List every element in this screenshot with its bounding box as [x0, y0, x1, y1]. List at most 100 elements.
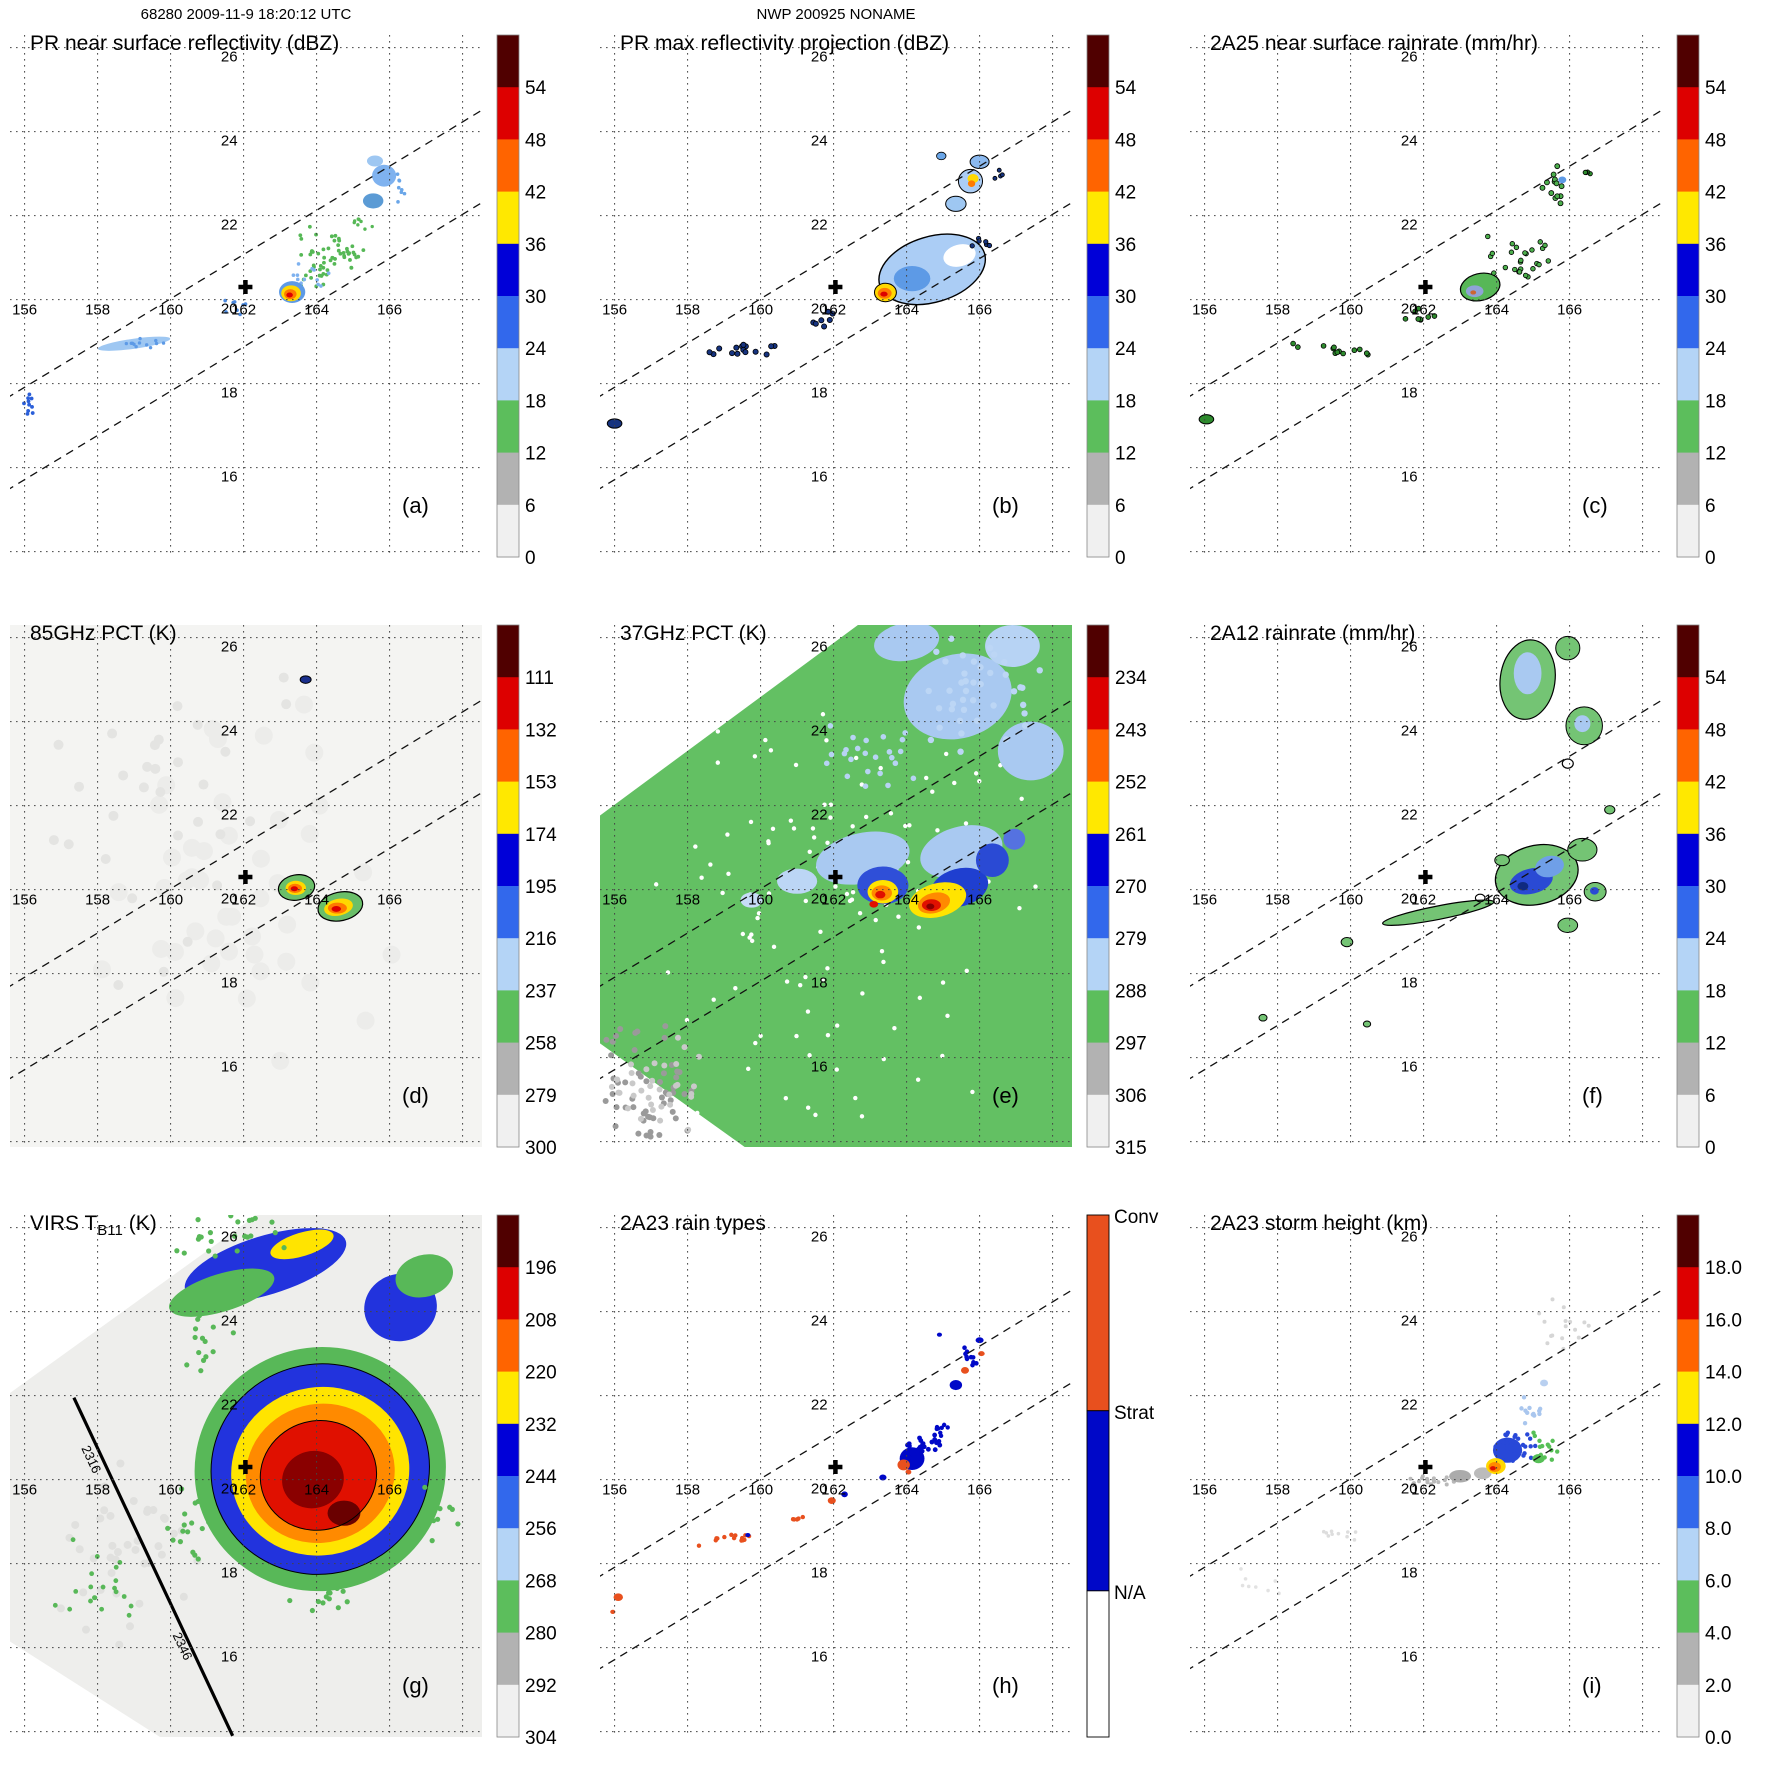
longitude-label: 160 — [158, 892, 183, 909]
longitude-label: 164 — [304, 302, 329, 319]
colorbar-tick-label: 258 — [525, 1034, 557, 1055]
storm-center-cross — [828, 280, 843, 294]
graticule — [600, 1215, 1072, 1737]
latitude-label: 16 — [221, 1649, 238, 1666]
colorbar-tick-label: 10.0 — [1705, 1467, 1742, 1488]
storm-center-cross — [238, 280, 253, 294]
swath-edge-line — [600, 109, 1072, 397]
longitude-label: 164 — [894, 892, 919, 909]
colorbar-tick-label: 270 — [1115, 877, 1147, 898]
longitude-label: 166 — [967, 302, 992, 319]
latitude-label: 20 — [811, 891, 828, 908]
colorbar-tick-label: 2.0 — [1705, 1676, 1731, 1697]
colorbar-tick-label: 174 — [525, 825, 557, 846]
panel-raster-data — [1239, 1297, 1591, 1596]
panel-g-cell: 2316 2346 156 158 160 162 164 166 16 18 20 22 24 26 VI… — [0, 1180, 590, 1770]
longitude-label: 158 — [1265, 1482, 1290, 1499]
colorbar: 54 48 42 36 30 24 18 12 6 0 — [1676, 624, 1727, 1159]
colorbar-tick-label: 315 — [1115, 1138, 1147, 1159]
colorbar-tick-label: 232 — [525, 1415, 557, 1436]
longitude-label: 160 — [1338, 302, 1363, 319]
longitude-label: 162 — [821, 302, 846, 319]
latitude-label: 20 — [1401, 891, 1418, 908]
latitude-label: 20 — [221, 301, 238, 318]
colorbar-tick-label: 300 — [525, 1138, 557, 1159]
latitude-label: 24 — [811, 1313, 828, 1330]
latitude-label: 20 — [811, 301, 828, 318]
longitude-label: 166 — [1557, 302, 1582, 319]
colorbar-tick-label: 18 — [525, 391, 546, 412]
colorbar-tick-label: 36 — [525, 235, 546, 256]
latitude-label: 22 — [1401, 1397, 1418, 1414]
longitude-label: 156 — [1192, 892, 1217, 909]
colorbar-tick-label: 30 — [1115, 287, 1136, 308]
colorbar-tick-label: 0 — [1705, 1138, 1716, 1159]
longitude-label: 158 — [85, 302, 110, 319]
colorbar-tick-label: 279 — [525, 1086, 557, 1107]
panel-letter: (i) — [1582, 1673, 1602, 1698]
latitude-label: 24 — [221, 133, 238, 150]
colorbar-tick-label: 42 — [1705, 773, 1726, 794]
colorbar-tick-label: 24 — [1705, 929, 1727, 950]
panel-title: 2A23 storm height (km) — [1210, 1212, 1428, 1235]
colorbar-tick-label: 237 — [525, 981, 557, 1002]
latitude-label: 20 — [1401, 1481, 1418, 1498]
colorbar-tick-label: 12 — [1705, 1034, 1726, 1055]
colorbar-tick-label: 54 — [1115, 78, 1137, 99]
latitude-label: 22 — [1401, 217, 1418, 234]
longitude-label: 158 — [675, 892, 700, 909]
colorbar-tick-label: 268 — [525, 1571, 557, 1592]
colorbar-tick-label: 54 — [1705, 668, 1727, 689]
latitude-label: 18 — [811, 385, 828, 402]
longitude-label: 166 — [967, 1482, 992, 1499]
latitude-label: 18 — [811, 1565, 828, 1582]
longitude-label: 156 — [1192, 1482, 1217, 1499]
colorbar-tick-label: 12.0 — [1705, 1415, 1742, 1436]
colorbar-tick-label: 14.0 — [1705, 1363, 1742, 1384]
longitude-label: 166 — [967, 892, 992, 909]
panel-letter: (c) — [1582, 493, 1608, 518]
latitude-label: 20 — [811, 1481, 828, 1498]
colorbar-tick-label: 252 — [1115, 773, 1147, 794]
colorbar-tick-label: 42 — [525, 183, 546, 204]
colorbar-tick-label: 30 — [1705, 287, 1726, 308]
colorbar-tick-label: 6 — [1705, 1086, 1716, 1107]
latitude-label: 24 — [1401, 1313, 1418, 1330]
latitude-label: 26 — [221, 639, 238, 656]
graticule — [1190, 1215, 1662, 1737]
swath-edge-line — [1190, 201, 1662, 490]
longitude-label: 158 — [675, 1482, 700, 1499]
panel-title: 37GHz PCT (K) — [620, 622, 767, 645]
latitude-label: 26 — [811, 49, 828, 66]
longitude-label: 162 — [1411, 892, 1436, 909]
storm-center-cross — [1418, 870, 1433, 884]
longitude-label: 160 — [748, 302, 773, 319]
longitude-label: 160 — [158, 302, 183, 319]
longitude-label: 166 — [1557, 1482, 1582, 1499]
latitude-label: 18 — [221, 1565, 238, 1582]
longitude-label: 160 — [748, 1482, 773, 1499]
panel-title: PR near surface reflectivity (dBZ) — [30, 32, 339, 55]
colorbar-tick-label: 195 — [525, 877, 557, 898]
panel-raster-data — [606, 151, 1005, 429]
colorbar-tick-label: 18.0 — [1705, 1258, 1742, 1279]
panel-b-cell: 156 158 160 162 164 166 16 18 20 22 24 26 PR max ref… — [590, 0, 1180, 590]
longitude-label: 162 — [1411, 302, 1436, 319]
colorbar-tick-label: 220 — [525, 1363, 557, 1384]
longitude-label: 162 — [231, 1482, 256, 1499]
latitude-label: 22 — [811, 1397, 828, 1414]
swath-edge-line — [1190, 699, 1662, 987]
longitude-label: 158 — [85, 892, 110, 909]
colorbar-tick-label: 54 — [1705, 78, 1727, 99]
panel-letter: (b) — [992, 493, 1019, 518]
latitude-label: 22 — [811, 217, 828, 234]
latitude-label: 20 — [221, 1481, 238, 1498]
swath-edge-line — [1190, 109, 1662, 397]
longitude-label: 166 — [377, 1482, 402, 1499]
graticule — [600, 35, 1072, 557]
colorbar-tick-label: 111 — [525, 668, 554, 689]
colorbar-tick-label: 18 — [1705, 981, 1726, 1002]
